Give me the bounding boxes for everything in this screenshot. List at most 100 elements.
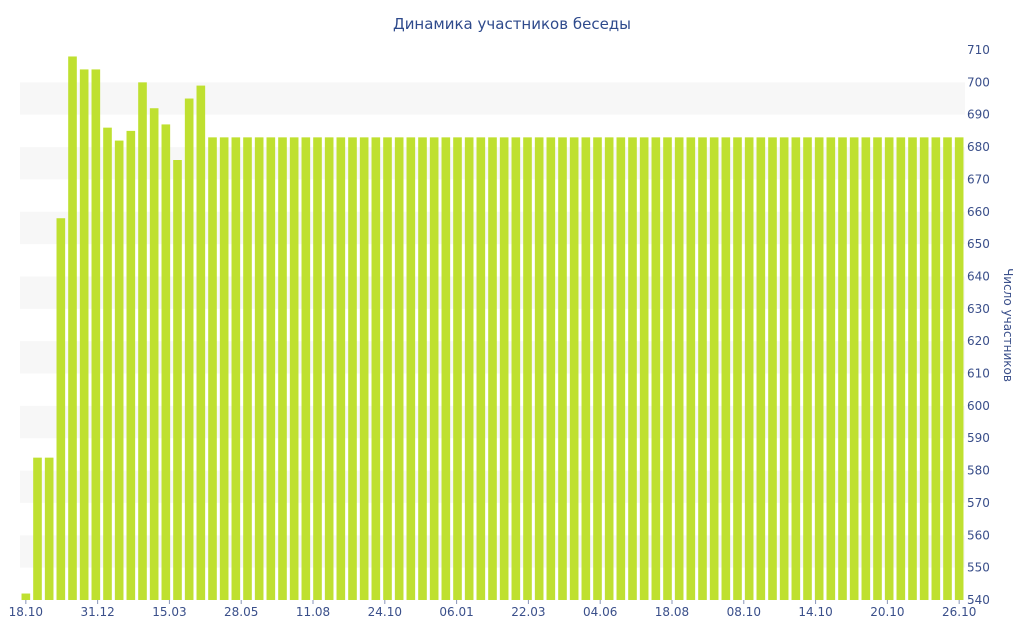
bar[interactable] [581,137,591,600]
bar[interactable] [628,137,637,600]
y-tick-label: 620 [967,334,990,348]
x-tick-label: 20.10 [870,605,904,619]
bar[interactable] [709,137,719,600]
y-tick-label: 650 [967,237,990,251]
bar[interactable] [44,457,54,600]
bar[interactable] [278,137,287,600]
bar[interactable] [441,137,451,600]
bar[interactable] [686,137,696,600]
bar[interactable] [698,137,707,600]
bar[interactable] [348,137,357,600]
x-tick-label: 31.12 [80,605,114,619]
bar[interactable] [791,137,801,600]
y-axis-ticks: 540 550 560 570 580 590 600 610 620 630 640 650 660 6… [967,43,990,607]
bar[interactable] [733,137,742,600]
bar[interactable] [896,137,906,600]
bar[interactable] [161,124,171,600]
bar[interactable] [931,137,941,600]
bar[interactable] [849,137,859,600]
bar[interactable] [429,137,439,600]
bar[interactable] [663,137,672,600]
bar[interactable] [383,137,392,600]
bar[interactable] [324,137,334,600]
bar[interactable] [756,137,766,600]
bar[interactable] [558,137,567,600]
x-tick-label: 08.10 [727,605,761,619]
x-tick-label: 24.10 [368,605,402,619]
bar[interactable] [56,218,66,600]
bar[interactable] [476,137,486,600]
bar[interactable] [371,137,381,600]
bar[interactable] [301,137,311,600]
bar[interactable] [266,137,276,600]
bar[interactable] [616,137,626,600]
bar[interactable] [173,160,182,600]
bar[interactable] [873,137,882,600]
bar[interactable] [336,137,346,600]
y-tick-label: 680 [967,140,990,154]
bar[interactable] [523,137,532,600]
bar[interactable] [569,137,579,600]
bar[interactable] [593,137,602,600]
bar[interactable] [651,137,661,600]
bar[interactable] [908,137,917,600]
x-tick-label: 28.05 [224,605,258,619]
bar[interactable] [919,137,929,600]
y-axis-title: Число участников [1001,268,1015,382]
bar[interactable] [114,140,124,600]
bar[interactable] [464,137,474,600]
bar[interactable] [838,137,847,600]
bar[interactable] [488,137,497,600]
bar[interactable] [826,137,836,600]
bar[interactable] [103,127,112,600]
y-tick-label: 700 [967,75,990,89]
bar[interactable] [861,137,871,600]
bar[interactable] [313,137,322,600]
bar[interactable] [254,137,264,600]
bar[interactable] [394,137,404,600]
bar[interactable] [149,108,159,600]
bar[interactable] [208,137,217,600]
bar[interactable] [68,56,77,601]
bar[interactable] [768,137,777,600]
bar[interactable] [196,85,206,600]
bar[interactable] [406,137,416,600]
bar[interactable] [21,593,31,600]
y-tick-label: 550 [967,561,990,575]
bar[interactable] [511,137,521,600]
x-tick-label: 04.06 [583,605,617,619]
bar[interactable] [91,69,101,601]
bar[interactable] [814,137,824,600]
x-tick-label: 14.10 [798,605,832,619]
bar[interactable] [418,137,427,600]
bar[interactable] [803,137,812,600]
bar[interactable] [639,137,649,600]
bar[interactable] [721,137,731,600]
bar[interactable] [33,457,42,600]
y-tick-label: 640 [967,269,990,283]
bar[interactable] [231,137,241,600]
bar[interactable] [674,137,684,600]
bar[interactable] [954,137,964,600]
bar[interactable] [779,137,789,600]
bar[interactable] [546,137,556,600]
bar[interactable] [604,137,614,600]
y-tick-label: 710 [967,43,990,57]
bar[interactable] [126,130,136,600]
bar[interactable] [289,137,299,600]
bar[interactable] [744,137,754,600]
bar[interactable] [943,137,952,600]
bar[interactable] [453,137,462,600]
x-tick-label: 26.10 [942,605,976,619]
bar[interactable] [359,137,369,600]
grid-band [20,82,965,115]
bar[interactable] [138,82,147,600]
bar[interactable] [534,137,544,600]
bar[interactable] [184,98,194,600]
bar[interactable] [219,137,229,600]
bar[interactable] [499,137,509,600]
bar[interactable] [884,137,894,600]
bar[interactable] [243,137,252,600]
bar[interactable] [79,69,89,601]
x-tick-label: 11.08 [296,605,330,619]
